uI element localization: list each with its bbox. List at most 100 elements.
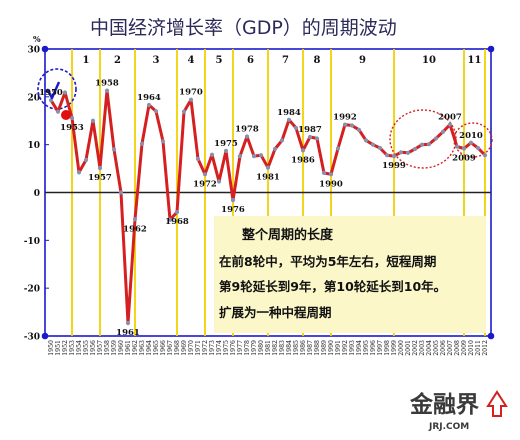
year-annotation: 1958 [95,79,119,89]
x-tick-label: 2006 [440,340,447,356]
data-point [356,127,362,132]
data-point [132,217,138,222]
year-annotation: 1986 [291,155,315,165]
data-point [349,123,355,128]
year-annotation: 1984 [277,108,301,118]
logo-subtext: JRJ.COM [428,422,469,432]
cycle-numbers: 1 2 3 4 5 6 7 8 9 10 11 [83,55,482,66]
data-point [69,115,75,120]
data-point [377,145,383,151]
x-tick-label: 2002 [412,340,419,356]
data-point [209,152,215,157]
cycle-number-label: 6 [247,55,254,66]
data-point [139,141,145,146]
data-point [223,148,229,153]
x-tick-label: 1998 [384,340,391,356]
x-tick-label: 1960 [118,340,125,356]
y-tick-label: 0 [34,189,40,199]
data-point [153,109,159,114]
year-annotation: 2010 [459,131,483,141]
x-tick-label: 1966 [160,340,167,356]
cycle-number-label: 1 [83,55,90,66]
note-line-1: 在前8轮中，平均为5年左右，短程周期 [219,254,436,269]
cycle-number-label: 10 [422,55,436,66]
x-tick-label: 1999 [391,340,398,356]
data-point [76,170,82,175]
data-point [461,146,467,151]
data-point [181,109,187,114]
x-tick-label: 1984 [286,340,293,356]
data-point [321,170,327,175]
data-point [202,172,208,177]
year-annotation: 1957 [88,173,112,183]
x-tick-label: 1969 [181,340,188,356]
data-point [286,117,292,122]
x-tick-label: 1964 [146,340,153,356]
data-point [97,166,103,171]
x-tick-label: 1959 [111,340,118,356]
data-point [188,97,194,102]
y-tick-label: -10 [24,237,40,247]
x-tick-label: 1985 [293,340,300,356]
x-tick-label: 1986 [300,340,307,356]
y-tick-label: 20 [27,93,40,103]
year-annotation: 1970 [179,88,203,98]
x-tick-label: 1981 [265,340,272,356]
x-tick-label: 2001 [405,340,412,356]
data-point [412,146,418,152]
x-tick-label: 1988 [314,340,321,356]
year-annotation: 1990 [319,179,343,189]
x-tick-label: 1997 [377,340,384,356]
x-tick-label: 2010 [468,340,475,356]
note-line-2: 第9轮延长到9年，第10轮延长到10年。 [219,279,446,294]
cycle-number-label: 2 [114,55,121,66]
data-point [62,90,68,95]
x-tick-label: 2005 [433,340,440,356]
data-point [167,217,173,222]
x-tick-label: 1987 [307,340,314,356]
x-tick-label: 1983 [279,340,286,356]
data-point [230,198,236,203]
x-tick-label: 1962 [132,340,139,356]
x-tick-label: 1973 [209,340,216,356]
x-tick-label: 1978 [244,340,251,356]
data-point [118,190,124,195]
cycle-number-label: 11 [468,55,482,66]
x-tick-label: 1967 [167,340,174,356]
x-tick-label: 1971 [195,340,202,356]
x-tick-label: 2004 [426,340,433,356]
x-tick-label: 2012 [482,340,489,356]
logo-arrow-icon [486,390,508,417]
year-annotations: 1950 1953 1957 1958 1961 1962 1964 1968 1970 1972… [39,79,483,338]
frame-corner-dot [487,332,495,340]
data-point [300,148,306,153]
data-point [426,142,432,147]
data-point [146,102,152,108]
x-tick-label: 1980 [258,340,265,356]
x-tick-label: 1972 [202,340,209,356]
note-background [214,216,486,333]
year-1953-highlight-dot [61,110,71,120]
cycle-number-label: 7 [282,55,289,66]
data-point [391,154,397,159]
data-point [440,129,446,134]
y-tick-label: -20 [24,285,40,295]
y-tick-label: 30 [27,46,40,56]
data-point [237,154,243,159]
cycle-number-label: 5 [216,55,223,66]
x-tick-label: 2000 [398,340,405,356]
frame-corner-dot [41,45,49,53]
x-tick-label: 1979 [251,340,258,356]
data-point [419,142,425,147]
data-point [433,136,439,141]
x-tick-label: 1992 [342,340,349,356]
x-tick-label: 2008 [454,340,461,356]
data-point [405,150,411,155]
cycle-number-label: 8 [314,55,321,66]
data-point [398,150,404,155]
year-annotation: 2007 [438,113,462,123]
data-point [370,142,376,147]
data-point [83,157,89,163]
data-point [125,320,131,326]
data-point [384,153,390,158]
